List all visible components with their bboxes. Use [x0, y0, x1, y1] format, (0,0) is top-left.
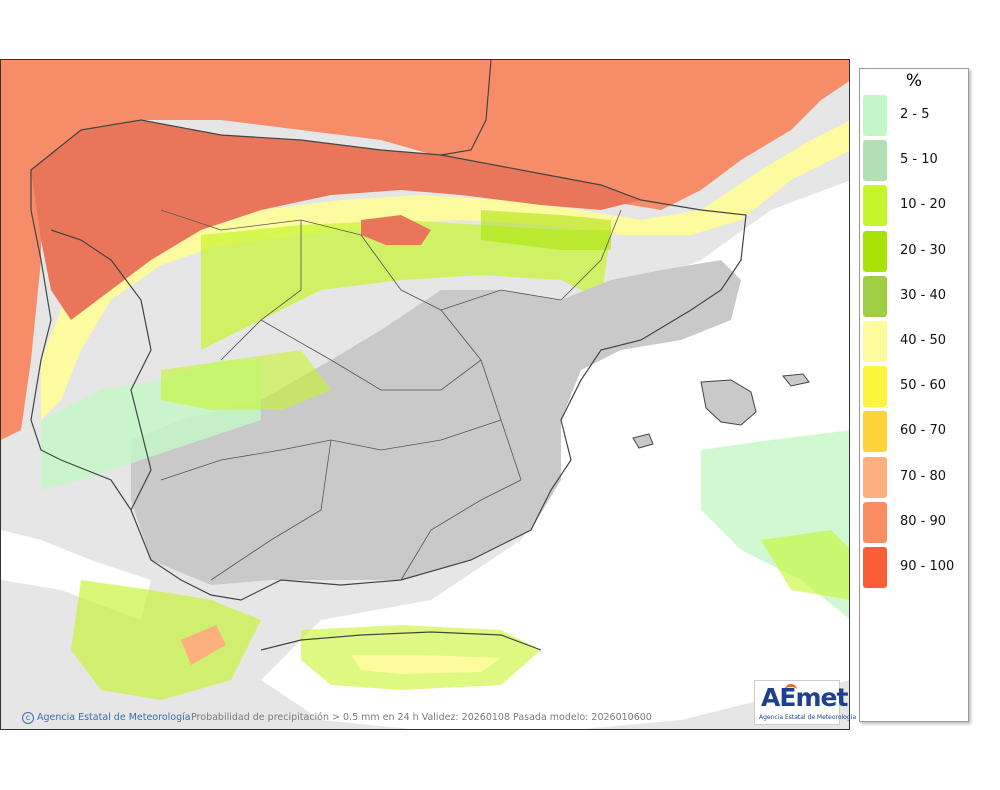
northeast-band-green [481, 210, 611, 250]
strait-core [181, 625, 226, 665]
mallorca [700, 379, 757, 426]
legend-item: 30 - 40 [863, 276, 967, 318]
legend-item: 2 - 5 [863, 95, 967, 137]
alboran-core [351, 655, 501, 674]
menorca [782, 373, 810, 387]
legend-swatch [863, 366, 887, 407]
copyright-icon: c [22, 712, 34, 724]
logo-word: AEmet [761, 683, 848, 712]
legend-label: 70 - 80 [900, 469, 947, 484]
credit-label: Agencia Estatal de Meteorología [37, 712, 191, 723]
centre-band-green [161, 350, 331, 410]
legend-swatch [863, 547, 887, 588]
legend-label: 10 - 20 [900, 197, 947, 212]
legend-swatch [863, 411, 887, 452]
legend-item: 50 - 60 [863, 366, 967, 408]
legend-item: 20 - 30 [863, 231, 967, 273]
legend-swatch [863, 95, 887, 136]
legend-swatch [863, 276, 887, 317]
regional-borders [160, 209, 622, 581]
logo-swoosh-icon [785, 684, 797, 695]
map-canvas [1, 60, 849, 729]
france-border [440, 60, 492, 156]
portugal-border [50, 229, 152, 511]
map-caption: Probabilidad de precipitación > 0.5 mm e… [191, 712, 652, 723]
cantabria-core [361, 215, 431, 245]
legend-label: 30 - 40 [900, 288, 947, 303]
credit-text: c Agencia Estatal de Meteorología [22, 712, 191, 724]
aemet-logo: AEmet Agencia Estatal de Meteorología [754, 680, 856, 725]
interior-dry-land [131, 260, 741, 585]
legend-swatch [863, 502, 887, 543]
legend-item: 90 - 100 [863, 547, 967, 589]
legend-item: 40 - 50 [863, 321, 967, 363]
legend-label: 90 - 100 [900, 559, 955, 574]
legend-label: 20 - 30 [900, 243, 947, 258]
legend-swatch [863, 457, 887, 498]
legend-label: 5 - 10 [900, 152, 938, 167]
legend-swatch [863, 185, 887, 226]
logo-subtitle: Agencia Estatal de Meteorología [759, 714, 856, 721]
logo-ae: AE [761, 683, 796, 712]
legend-item: 5 - 10 [863, 140, 967, 182]
ibiza [632, 433, 654, 449]
legend-label: 80 - 90 [900, 514, 947, 529]
south-band-green [71, 580, 261, 700]
legend-label: 50 - 60 [900, 378, 947, 393]
legend-label: 60 - 70 [900, 423, 947, 438]
legend-swatch [863, 231, 887, 272]
iberian-coastline [30, 119, 747, 601]
legend-panel: % 2 - 5 5 - 10 10 - 20 20 - 30 30 - 40 4… [859, 68, 969, 722]
legend-item: 70 - 80 [863, 457, 967, 499]
legend-unit: % [905, 71, 923, 91]
legend-item: 80 - 90 [863, 502, 967, 544]
legend-item: 60 - 70 [863, 411, 967, 453]
probability-map [0, 59, 850, 730]
north-africa-coast [260, 631, 542, 651]
legend-swatch [863, 321, 887, 362]
galicia-asturias-high [31, 120, 641, 320]
north-band-green [201, 220, 611, 350]
bay-of-biscay-high [1, 60, 849, 380]
legend-label: 40 - 50 [900, 333, 947, 348]
legend-item: 10 - 20 [863, 185, 967, 227]
east-sea-core [761, 530, 849, 600]
legend-label: 2 - 5 [900, 107, 930, 122]
logo-met: met [795, 683, 848, 712]
legend-swatch [863, 140, 887, 181]
